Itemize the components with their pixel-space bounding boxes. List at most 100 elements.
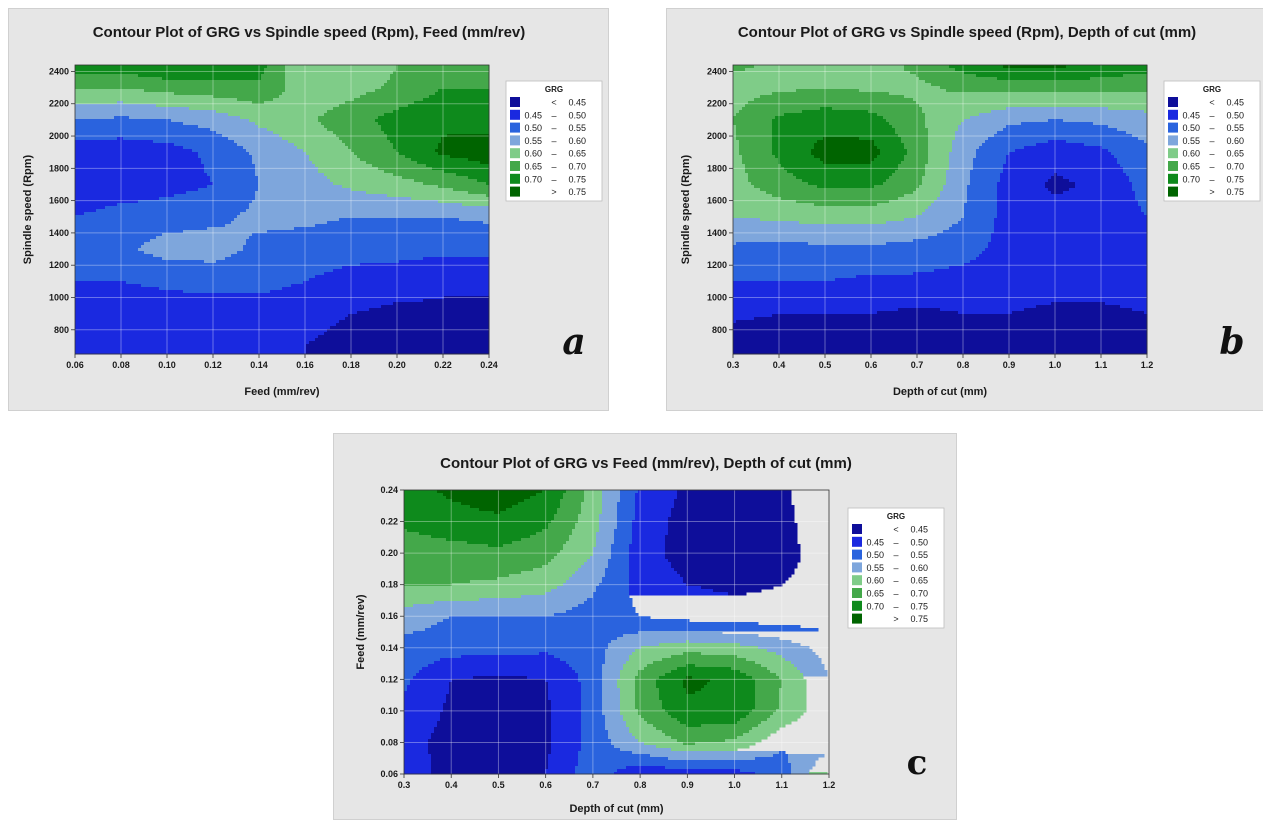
x-tick-label: 0.6 [865,360,878,370]
legend-swatch [852,588,862,598]
x-tick-label: 0.5 [819,360,832,370]
legend-op: – [1209,136,1214,146]
y-axis-label-c: Feed (mm/rev) [355,594,367,670]
x-tick-label: 0.8 [634,780,647,790]
legend-swatch [852,549,862,560]
legend-op: – [893,563,898,573]
legend-high: 0.60 [1226,136,1244,146]
legend-high: 0.75 [568,174,586,184]
legend-swatch [510,148,520,159]
legend-op: < [1209,98,1214,108]
legend-low: 0.50 [866,550,884,560]
chart-title-c: Contour Plot of GRG vs Feed (mm/rev), De… [440,455,852,472]
x-tick-label: 0.24 [480,360,498,370]
legend-low: 0.60 [1182,149,1200,159]
legend-op: – [1209,174,1214,184]
x-axis-label-b: Depth of cut (mm) [893,386,987,398]
legend-low: 0.65 [1182,162,1200,172]
y-tick-label: 0.16 [380,611,398,621]
legend-swatch [1168,161,1178,171]
legend-swatch [510,122,520,133]
panel-label-a: a [562,321,585,363]
y-tick-label: 2400 [49,66,69,76]
y-tick-label: 0.06 [380,769,398,779]
legend-high: 0.45 [1226,98,1244,108]
legend-swatch [852,575,862,586]
y-tick-label: 0.08 [380,737,398,747]
legend-swatch [1168,148,1178,159]
legend-high: 0.50 [1226,110,1244,120]
legend-high: 0.65 [910,576,928,586]
legend-high: 0.70 [910,589,928,599]
y-tick-label: 1600 [49,196,69,206]
legend-op: – [893,601,898,611]
x-tick-label: 0.22 [434,360,452,370]
legend-op: < [551,98,556,108]
y-tick-label: 0.14 [380,643,398,653]
x-tick-label: 1.0 [1049,360,1062,370]
x-tick-label: 0.7 [587,780,600,790]
legend-op: – [551,136,556,146]
legend-op: – [551,149,556,159]
gridlines-c [404,490,829,774]
legend-high: 0.60 [568,136,586,146]
legend-low: 0.50 [524,123,542,133]
legend-op: – [551,110,556,120]
y-tick-label: 0.10 [380,706,398,716]
x-tick-label: 0.10 [158,360,176,370]
x-tick-label: 0.08 [112,360,130,370]
legend-swatch [510,135,520,146]
legend-title: GRG [1203,85,1221,94]
legend-swatch [852,613,862,624]
legend-low: 0.70 [1182,174,1200,184]
y-tick-label: 0.12 [380,674,398,684]
contour-fill-c [404,490,828,775]
chart-panel-a: Contour Plot of GRG vs Spindle speed (Rp… [8,8,609,411]
legend-swatch [852,562,862,573]
legend-high: 0.65 [1226,149,1244,159]
y-tick-label: 0.22 [380,517,398,527]
legend-low: 0.50 [1182,123,1200,133]
legend-op: – [893,576,898,586]
legend-swatch [852,536,862,547]
legend-op: < [893,525,898,535]
legend-high: 0.50 [910,537,928,547]
legend-low: 0.45 [866,537,884,547]
panel-label-b: b [1219,321,1244,363]
x-tick-label: 1.2 [1141,360,1154,370]
legend-op: – [551,123,556,133]
legend-b: GRG< 0.450.45–0.500.50–0.550.55–0.600.60–… [1163,80,1261,202]
gridlines-a [75,65,489,354]
legend-title: GRG [887,512,905,521]
legend-op: – [551,174,556,184]
y-tick-label: 1200 [49,260,69,270]
legend-swatch [1168,135,1178,146]
y-tick-label: 1000 [49,292,69,302]
legend-swatch [852,600,862,611]
legend-swatch [510,109,520,120]
legend-low: 0.45 [524,110,542,120]
legend-op: – [551,162,556,172]
x-axis-label-c: Depth of cut (mm) [569,803,663,815]
y-tick-label: 800 [712,325,727,335]
x-tick-label: 0.14 [250,360,268,370]
legend-high: 0.75 [910,601,928,611]
legend-op: – [1209,149,1214,159]
legend-op: – [1209,110,1214,120]
legend-swatch [1168,97,1178,107]
plot-frame-b [732,64,1148,355]
y-tick-label: 2000 [49,131,69,141]
x-tick-label: 0.7 [911,360,924,370]
plot-frame-c [403,489,830,775]
x-tick-label: 0.3 [727,360,740,370]
contour-fill-a [75,65,490,355]
legend-high: 0.65 [568,149,586,159]
y-axis-label-b: Spindle speed (Rpm) [680,154,692,264]
y-tick-label: 800 [54,325,69,335]
legend-swatch [510,161,520,171]
legend-op: – [893,537,898,547]
legend-op: > [893,614,898,624]
y-tick-label: 2400 [707,66,727,76]
legend-high: 0.75 [1226,187,1244,197]
y-tick-label: 1400 [707,228,727,238]
